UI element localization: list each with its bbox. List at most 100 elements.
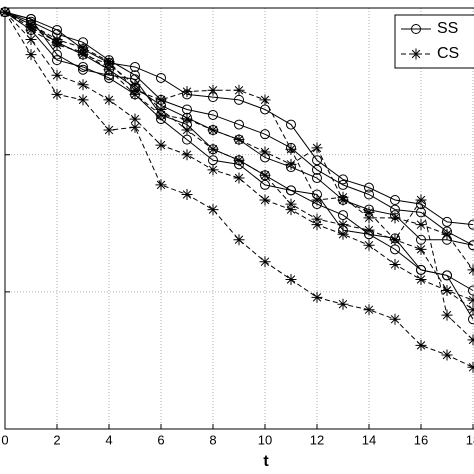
star-marker (259, 169, 271, 181)
star-marker (155, 139, 167, 151)
star-marker (441, 228, 453, 240)
star-marker (467, 304, 474, 316)
legend-label: CS (437, 45, 459, 62)
circle-marker (286, 119, 296, 130)
star-marker (207, 143, 219, 155)
star-marker (25, 24, 37, 36)
circle-marker (130, 61, 140, 72)
x-tick-label: 6 (157, 432, 164, 447)
star-marker (51, 69, 63, 81)
circle-marker (442, 270, 452, 281)
star-marker (51, 39, 63, 51)
star-marker (129, 113, 141, 125)
star-marker (259, 194, 271, 206)
star-marker (233, 172, 245, 184)
circle-marker (338, 179, 348, 190)
star-marker (337, 228, 349, 240)
circle-marker (468, 240, 474, 251)
star-marker (0, 6, 11, 18)
star-marker (25, 34, 37, 46)
star-marker (467, 361, 474, 373)
star-marker (311, 213, 323, 225)
star-marker (259, 146, 271, 158)
star-marker (25, 49, 37, 61)
star-marker (181, 86, 193, 98)
star-marker (337, 219, 349, 231)
circle-marker (390, 194, 400, 205)
circle-marker (468, 219, 474, 230)
star-marker (155, 109, 167, 121)
star-marker (51, 88, 63, 100)
star-marker (285, 274, 297, 286)
circle-marker (364, 182, 374, 193)
star-marker (285, 143, 297, 155)
star-marker (311, 142, 323, 154)
x-tick-label: 12 (310, 432, 324, 447)
star-marker (103, 124, 115, 136)
star-marker (389, 234, 401, 246)
circle-marker (208, 109, 218, 120)
circle-marker (260, 129, 270, 140)
star-marker (441, 349, 453, 361)
star-marker (207, 164, 219, 176)
circle-marker (52, 55, 62, 66)
x-tick-label: 8 (209, 432, 216, 447)
star-marker (233, 84, 245, 96)
star-marker (103, 94, 115, 106)
star-marker (181, 149, 193, 161)
legend-label: SS (437, 20, 458, 37)
star-marker (363, 239, 375, 251)
star-marker (389, 258, 401, 270)
star-marker (337, 194, 349, 206)
star-marker (389, 313, 401, 325)
star-marker (181, 189, 193, 201)
star-marker (441, 309, 453, 321)
star-marker (155, 179, 167, 191)
x-tick-label: 18 (466, 432, 474, 447)
star-marker (233, 154, 245, 166)
star-marker (207, 124, 219, 136)
star-marker (363, 304, 375, 316)
star-marker (129, 88, 141, 100)
star-marker (77, 94, 89, 106)
circle-marker (312, 155, 322, 166)
star-marker (181, 113, 193, 125)
star-marker (77, 79, 89, 91)
star-marker (363, 206, 375, 218)
legend-box (394, 14, 474, 69)
star-marker (467, 294, 474, 306)
circle-marker (312, 164, 322, 175)
star-marker (207, 84, 219, 96)
x-tick-label: 0 (1, 432, 8, 447)
star-marker (467, 264, 474, 276)
star-marker (103, 64, 115, 76)
star-marker (181, 124, 193, 136)
circle-marker (234, 119, 244, 130)
star-marker (77, 46, 89, 58)
star-marker (389, 212, 401, 224)
circle-marker (364, 189, 374, 200)
circle-marker (286, 185, 296, 196)
star-marker (207, 204, 219, 216)
plot-frame (4, 7, 474, 430)
x-axis-label: t (263, 453, 269, 470)
star-marker (337, 298, 349, 310)
circle-marker (442, 216, 452, 227)
star-marker (259, 256, 271, 268)
x-tick-label: 4 (105, 432, 112, 447)
star-marker (415, 243, 427, 255)
star-marker (285, 158, 297, 170)
star-marker (415, 194, 427, 206)
star-marker (155, 94, 167, 106)
star-marker (410, 48, 422, 60)
star-marker (233, 234, 245, 246)
circle-marker (156, 72, 166, 83)
star-marker (285, 198, 297, 210)
star-marker (129, 121, 141, 133)
star-marker (311, 194, 323, 206)
circle-marker (338, 174, 348, 185)
star-marker (103, 55, 115, 67)
x-tick-label: 16 (414, 432, 428, 447)
star-marker (259, 94, 271, 106)
